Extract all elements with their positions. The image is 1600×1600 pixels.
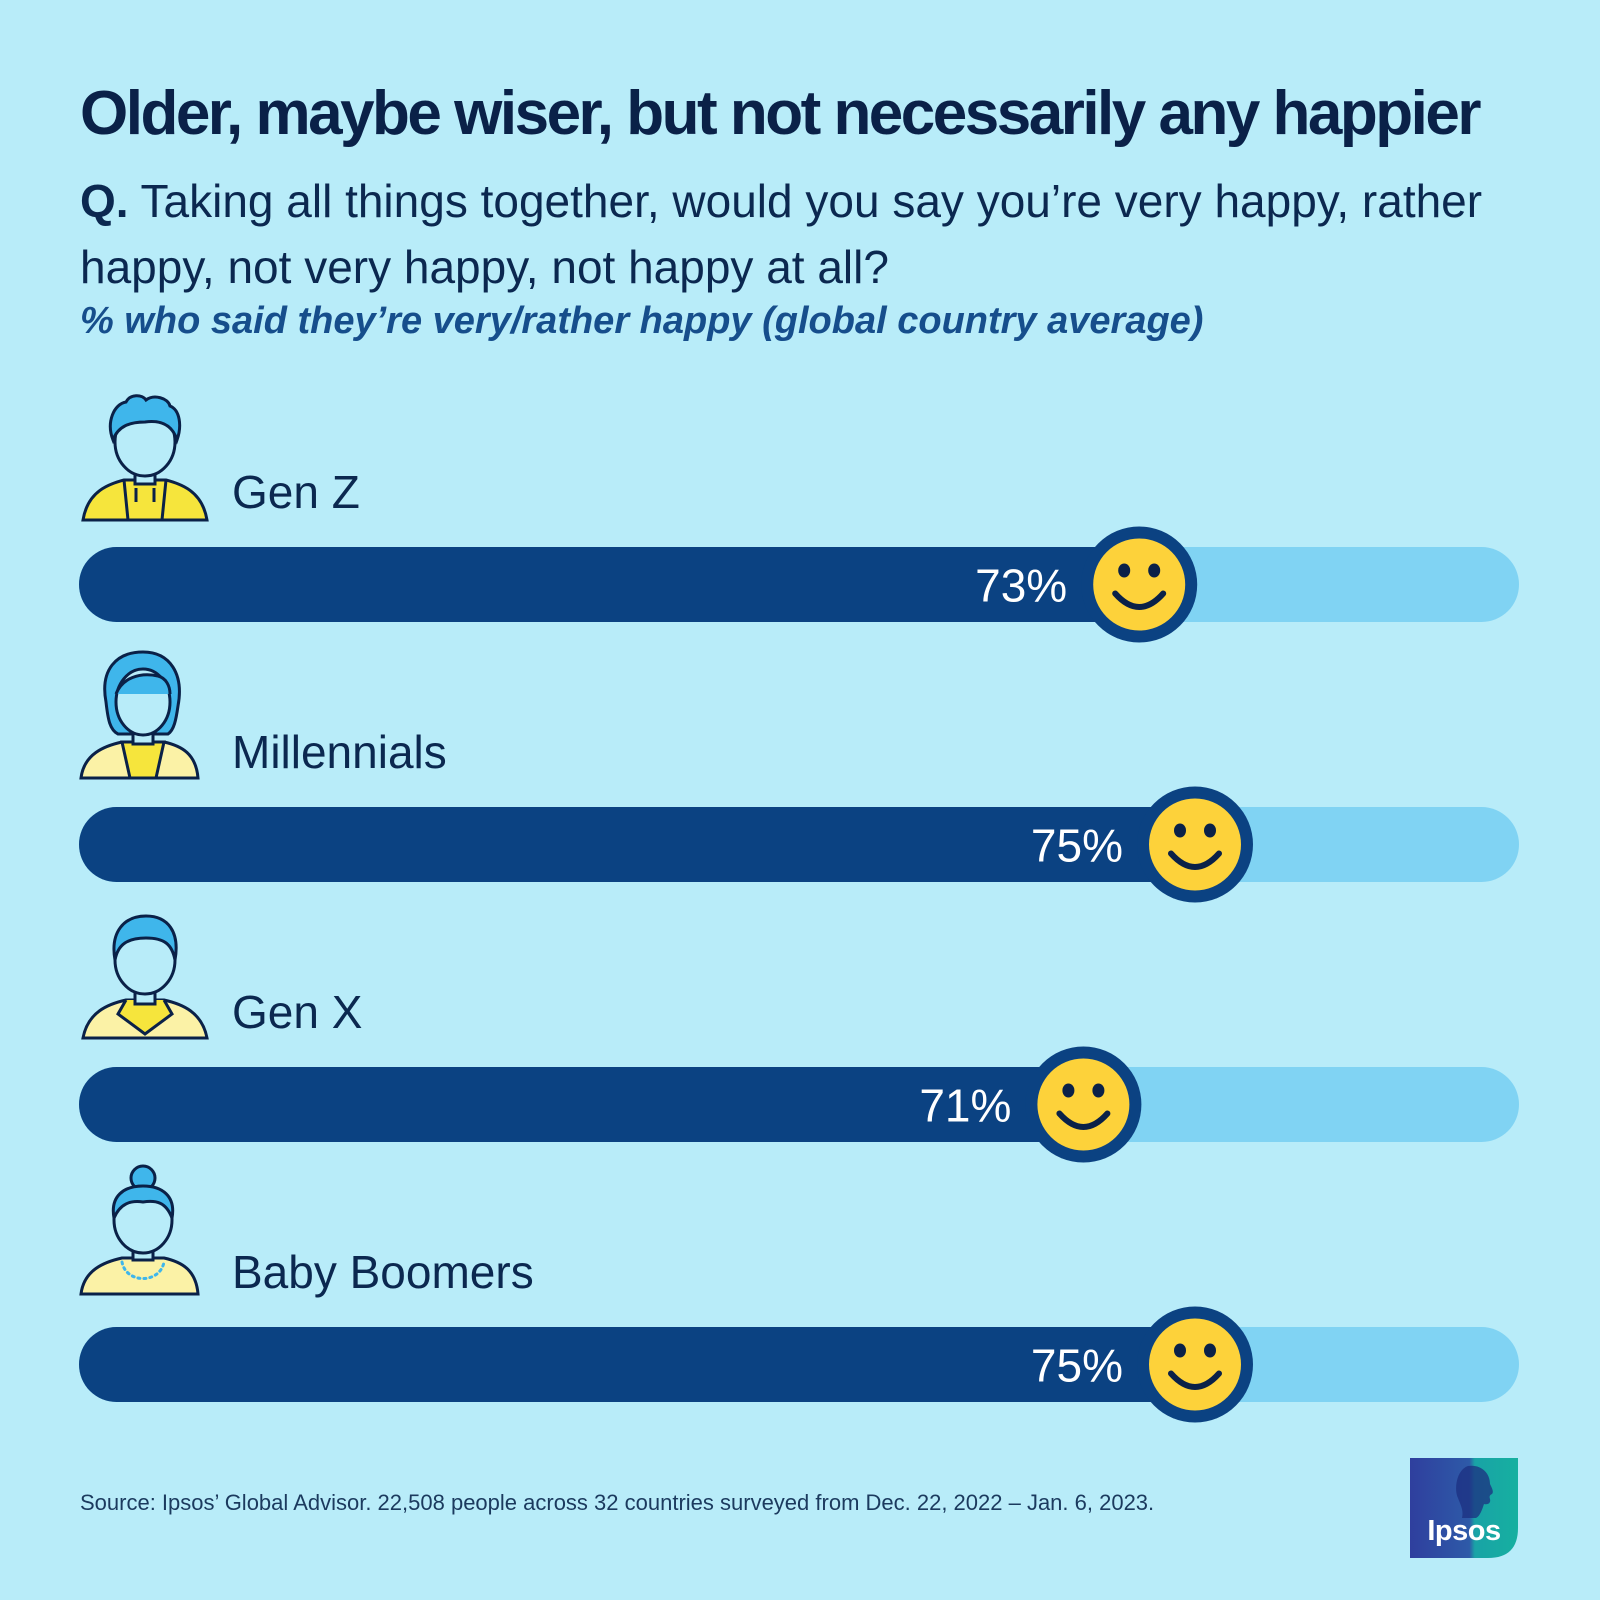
category-icon-4 <box>79 1164 200 1296</box>
page-title: Older, maybe wiser, but not necessarily … <box>80 79 1481 148</box>
survey-question: Q. Taking all things together, would you… <box>80 168 1520 300</box>
category-icon-1 <box>81 394 209 522</box>
value-label: 75% <box>1031 1340 1123 1392</box>
chart-subtitle: % who said they’re very/rather happy (gl… <box>80 300 1204 342</box>
category-icon-3 <box>81 914 209 1040</box>
category-label: Millennials <box>232 726 447 778</box>
value-label: 73% <box>975 560 1067 612</box>
category-label: Baby Boomers <box>232 1246 534 1298</box>
value-label: 71% <box>919 1080 1011 1132</box>
bar-value <box>79 1067 1084 1142</box>
ipsos-logo-text: Ipsos <box>1427 1515 1501 1547</box>
smiley-face-icon <box>1137 1306 1253 1423</box>
smiley-face-icon <box>1081 526 1198 643</box>
source-note: Source: Ipsos’ Global Advisor. 22,508 pe… <box>80 1490 1155 1515</box>
question-text: Taking all things together, would you sa… <box>80 175 1483 293</box>
question-prefix: Q. <box>80 175 129 227</box>
smiley-face-icon <box>1025 1046 1142 1163</box>
smiley-face-icon <box>1137 786 1253 903</box>
bar-value <box>79 807 1195 882</box>
category-icon-2 <box>79 650 200 780</box>
category-label: Gen Z <box>232 466 360 518</box>
value-label: 75% <box>1031 820 1123 872</box>
ipsos-logo-mark <box>1410 1458 1518 1558</box>
bar-value <box>79 547 1140 622</box>
bar-value <box>79 1327 1195 1402</box>
category-label: Gen X <box>232 986 362 1038</box>
ipsos-logo: Ipsos <box>1410 1458 1518 1558</box>
